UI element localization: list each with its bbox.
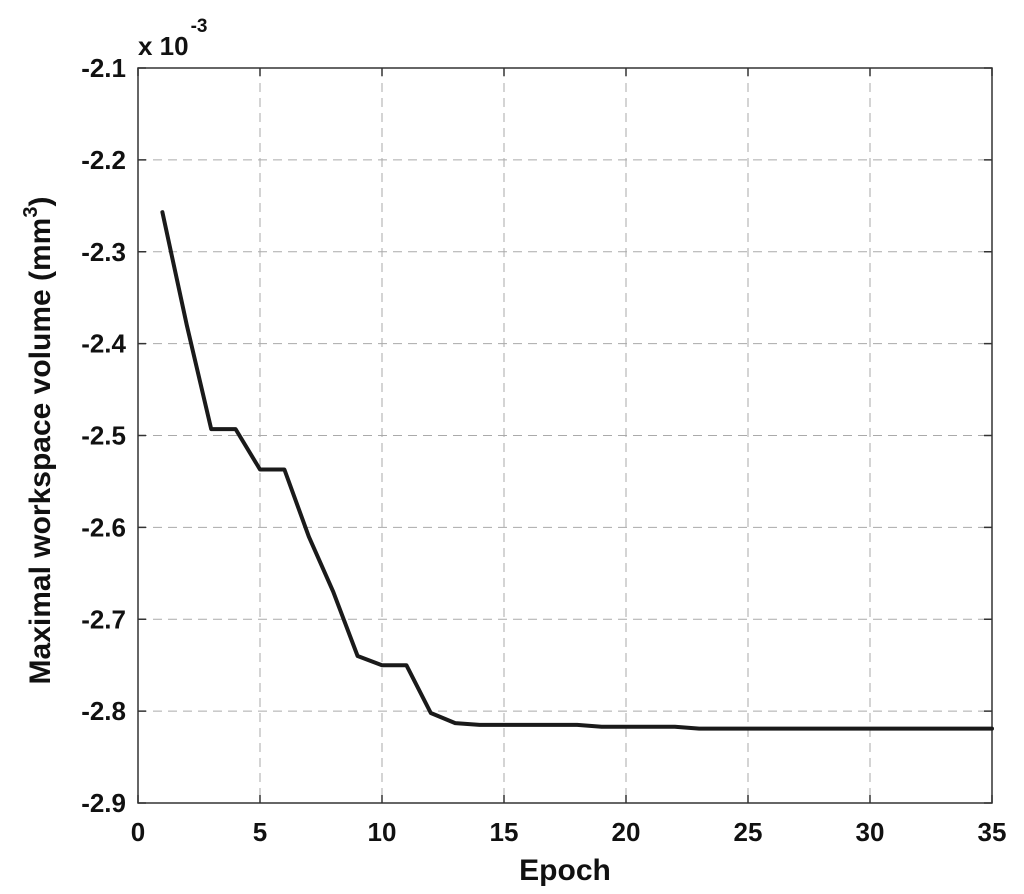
x-tick-label: 5 — [253, 817, 267, 847]
x-tick-label: 15 — [490, 817, 519, 847]
y-tick-label: -2.6 — [81, 512, 126, 542]
x-tick-label: 25 — [734, 817, 763, 847]
y-tick-label: -2.4 — [81, 329, 126, 359]
series-line — [160, 210, 994, 731]
y-axis-label-superscript: 3 — [20, 207, 42, 218]
y-tick-label: -2.2 — [81, 145, 126, 175]
y-tick-label: -2.3 — [81, 237, 126, 267]
series-group — [160, 210, 994, 731]
y-axis-label-close: ) — [24, 197, 57, 207]
x-tick-label: 0 — [131, 817, 145, 847]
y-axis-label: Maximal workspace volume (mm3) — [20, 197, 57, 685]
y-tick-label: -2.8 — [81, 696, 126, 726]
x-tick-label: 30 — [856, 817, 885, 847]
y-tick-label: -2.1 — [81, 53, 126, 83]
y-exponent-power: -3 — [191, 16, 208, 37]
x-tick-label: 35 — [978, 817, 1007, 847]
grid-lines — [138, 68, 992, 803]
y-exponent-base: x 10 — [138, 31, 189, 61]
y-axis-label-text: Maximal workspace volume (mm — [24, 218, 57, 685]
x-tick-label: 20 — [612, 817, 641, 847]
svg-text:Maximal workspace volume (mm3): Maximal workspace volume (mm3) — [20, 197, 57, 685]
y-tick-label: -2.5 — [81, 421, 126, 451]
x-tick-label: 10 — [368, 817, 397, 847]
y-tick-label: -2.9 — [81, 788, 126, 818]
axis-ticks: 0 5 10 15 20 25 30 35 -2.1 -2.2 -2.3 -2.4 -2.5 -2.6 -2… — [81, 53, 1006, 847]
y-tick-label: -2.7 — [81, 604, 126, 634]
x-axis-label: Epoch — [519, 854, 611, 887]
